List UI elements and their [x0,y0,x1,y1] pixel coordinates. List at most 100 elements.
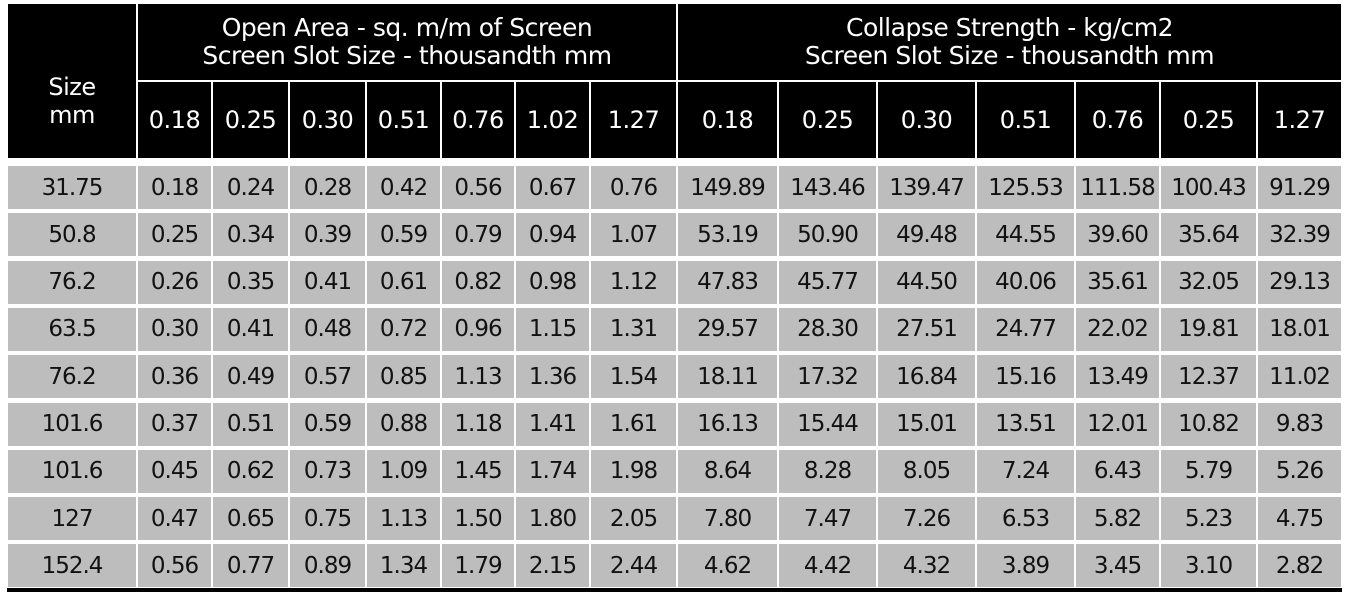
data-cell: 139.47 [878,166,975,209]
data-cell: 0.85 [367,355,440,399]
cell-text: 0.51 [226,411,275,437]
cell-text: 1.27 [607,106,660,134]
data-cell: 0.48 [290,307,365,351]
data-cell: 0.25 [138,213,211,257]
data-cell: 4.32 [878,544,975,588]
data-cell: 63.5 [8,307,136,351]
cell-text: 0.88 [379,411,428,437]
cell-text: 63.5 [48,316,96,343]
bottom-rule [7,588,1342,592]
cell-text: 139.47 [889,174,964,201]
cell-text: 5.26 [1275,458,1324,485]
data-cell: 31.75 [8,166,136,209]
cell-text: 18.11 [697,363,759,390]
cell-text: Size [48,73,96,101]
data-cell: 0.42 [367,166,440,209]
cell-text: 76.2 [48,269,96,296]
cell-text: 7.47 [803,505,852,532]
data-cell: 0.94 [516,213,589,257]
cell-text: 0.25 [801,106,854,134]
cell-text: 7.26 [902,505,951,532]
cell-text: 0.67 [528,174,577,201]
cell-text: 0.25 [150,221,199,248]
data-cell: 50.8 [8,213,136,257]
data-cell: 15.16 [977,355,1074,399]
data-cell: 0.73 [290,449,365,493]
data-cell: 44.50 [878,260,975,304]
data-cell: 0.49 [213,355,288,399]
cell-text: 0.47 [150,505,199,532]
data-cell: 15.01 [878,402,975,446]
cell-text: 0.25 [1182,106,1235,134]
cell-text: 101.6 [41,458,104,485]
cell-text: 7.24 [1001,458,1050,485]
cell-text: 149.89 [690,174,765,201]
data-cell: 35.64 [1161,213,1256,257]
cell-text: 13.51 [995,411,1057,437]
cell-text: 0.18 [701,106,754,134]
data-cell: 16.13 [678,402,777,446]
data-cell: 91.29 [1258,166,1341,209]
slot-header: 0.25 [1161,82,1256,158]
cell-text: 50.90 [797,221,859,248]
cell-text: 0.94 [528,221,577,248]
data-cell: 32.05 [1161,260,1256,304]
data-cell: 0.34 [213,213,288,257]
cell-text: 15.44 [797,411,859,437]
cell-text: Open Area - sq. m/m of Screen [221,13,593,42]
data-cell: 1.31 [591,307,676,351]
cell-text: 1.13 [454,363,502,390]
group-header: Open Area - sq. m/m of Screen Screen Slot… [138,4,676,80]
cell-text: 8.64 [703,458,752,485]
data-cell: 3.89 [977,544,1074,588]
data-cell: 0.28 [290,166,365,209]
cell-text: 1.41 [528,411,577,437]
data-cell: 45.77 [779,260,876,304]
data-cell: 0.18 [138,166,211,209]
cell-text: 5.79 [1184,458,1233,485]
data-cell: 29.57 [678,307,777,351]
cell-text: 0.24 [226,174,275,201]
cell-text: 3.89 [1001,552,1050,579]
cell-text: 1.80 [528,505,577,532]
slot-header: 0.25 [779,82,876,158]
data-cell: 2.82 [1258,544,1341,588]
cell-text: 22.02 [1087,316,1149,343]
cell-text: 1.07 [609,221,658,248]
data-cell: 111.58 [1076,166,1159,209]
data-cell: 0.76 [591,166,676,209]
data-cell: 11.02 [1258,355,1341,399]
cell-text: 44.50 [896,269,958,296]
data-cell: 0.41 [213,307,288,351]
data-cell: 0.79 [442,213,514,257]
data-cell: 1.09 [367,449,440,493]
data-cell: 1.13 [367,497,440,541]
data-cell: 127 [8,497,136,541]
data-cell: 0.89 [290,544,365,588]
cell-text: 29.57 [697,316,759,343]
cell-text: 0.30 [301,106,354,134]
data-cell: 27.51 [878,307,975,351]
cell-text: 0.96 [454,316,502,343]
data-cell: 0.35 [213,260,288,304]
cell-text: 1.13 [379,505,428,532]
cell-text: 6.43 [1093,458,1142,485]
data-cell: 10.82 [1161,402,1256,446]
cell-text: 101.6 [41,411,104,437]
data-cell: 4.42 [779,544,876,588]
cell-text: 0.65 [226,505,275,532]
data-cell: 12.37 [1161,355,1256,399]
cell-text: 0.39 [303,221,352,248]
cell-text: 0.35 [226,269,275,296]
data-cell: 16.84 [878,355,975,399]
cell-text: 0.36 [150,363,199,390]
data-cell: 53.19 [678,213,777,257]
cell-text: 8.05 [902,458,951,485]
cell-text: 4.32 [902,552,951,579]
cell-text: mm [49,101,95,129]
data-cell: 19.81 [1161,307,1256,351]
data-cell: 0.65 [213,497,288,541]
cell-text: 4.62 [703,552,752,579]
data-cell: 0.67 [516,166,589,209]
data-cell: 0.62 [213,449,288,493]
